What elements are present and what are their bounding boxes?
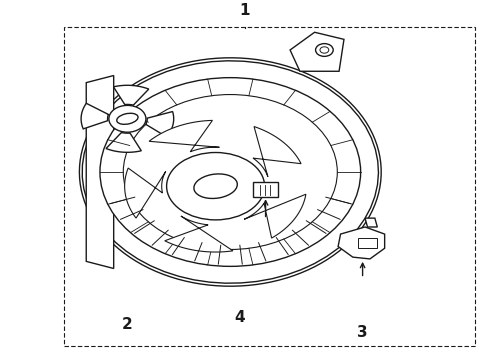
Text: 1: 1: [240, 3, 250, 18]
Polygon shape: [338, 227, 385, 259]
Circle shape: [100, 78, 361, 266]
Polygon shape: [86, 76, 114, 269]
Polygon shape: [79, 58, 381, 286]
Polygon shape: [149, 120, 220, 152]
FancyBboxPatch shape: [253, 182, 278, 197]
Bar: [358, 238, 377, 248]
Text: 3: 3: [357, 324, 368, 339]
Polygon shape: [146, 112, 173, 137]
Polygon shape: [81, 103, 108, 129]
Ellipse shape: [167, 153, 265, 220]
Polygon shape: [365, 218, 377, 227]
Circle shape: [123, 95, 337, 249]
Bar: [64, 27, 475, 346]
Polygon shape: [253, 126, 301, 177]
Circle shape: [320, 47, 329, 53]
Polygon shape: [290, 32, 344, 71]
Circle shape: [316, 44, 333, 57]
Text: 2: 2: [122, 318, 133, 332]
Text: 4: 4: [235, 310, 245, 325]
Polygon shape: [106, 132, 141, 152]
Ellipse shape: [194, 174, 237, 198]
Polygon shape: [244, 194, 306, 238]
Polygon shape: [165, 216, 233, 252]
Polygon shape: [124, 168, 166, 218]
Ellipse shape: [117, 113, 138, 124]
Polygon shape: [114, 85, 149, 105]
Circle shape: [109, 105, 146, 132]
